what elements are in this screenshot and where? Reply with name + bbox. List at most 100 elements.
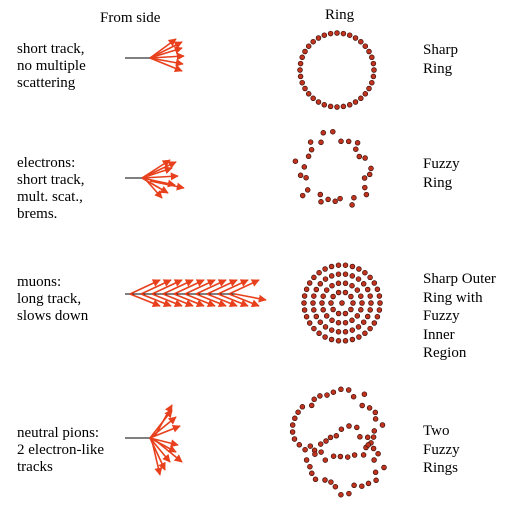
two-rings-dot [346,490,352,497]
inner-region-dot [349,317,355,324]
muon-cherenkov-arrow [151,293,183,308]
row-muons-label-line-3: slows down [17,308,89,324]
two-rings-dot [323,438,329,444]
outer-ring-dot [371,320,378,326]
two-rings-dot [337,453,344,460]
electron-shower-arrow [141,172,179,181]
pion-shower-arrow [149,416,177,439]
fuzzy-ring-dot [297,172,304,179]
muon-cherenkov-arrow [129,293,161,308]
sharp-cherenkov-arrow [149,57,183,72]
row-pions-label-line-3: tracks [17,459,53,475]
outer-ring-dot [328,336,335,343]
sharp-ring-dot [358,95,364,102]
electron-shower-arrow [141,166,173,179]
sharp-ring-dot [310,95,316,102]
sharp-ring-dot [334,104,340,110]
sharp-ring-dot [340,103,347,110]
two-rings-dot [338,491,344,498]
inner-region-dot [342,329,349,335]
outer-ring-dot [377,300,383,306]
inner-region-dot [322,276,329,282]
inner-region-dot [364,286,371,293]
two-rings-dot [372,469,379,476]
inner-region-dot [335,289,342,296]
sharp-ring-dot [352,99,359,105]
row-muons-desc-line-2: Ring with [423,289,483,306]
fuzzy-ring-dot [345,138,352,145]
inner-region-dot [342,280,349,287]
inner-region-dot [358,307,364,313]
outer-ring-dot [322,266,328,272]
inner-region-dot [328,273,335,279]
two-rings-dot [370,445,377,452]
two-rings-dot [291,436,298,442]
row-muons-desc-line-3: Fuzzy [423,308,460,324]
outer-ring-dot [342,338,349,344]
inner-region-dot [335,280,342,287]
sharp-ring-dot [362,43,369,49]
sharp-ring-dot [366,85,372,92]
row-pions-desc-line-2: Fuzzy [423,441,460,458]
row-electrons-label: electrons: short track, mult. scat., bre… [17,155,84,223]
sharp-ring-dot [321,102,328,108]
muon-cherenkov-arrow [151,279,183,295]
inner-region-dot [311,293,317,299]
inner-region-dot [358,293,364,299]
outer-ring-dot [301,300,307,306]
two-rings-dot [330,389,337,395]
two-rings-dot [324,392,330,398]
inner-region-dot [359,300,365,306]
inner-region-dot [330,293,336,300]
inner-region-dot [348,293,354,300]
two-rings-dot [318,449,324,455]
outer-ring-dot [342,262,349,268]
sharp-ring-dot [370,60,377,67]
fuzzy-ring-dot [362,184,368,191]
row-muons-desc-line-1: Sharp Outer [423,271,496,287]
outer-ring-dot [371,280,378,286]
fuzzy-ring-dot [366,171,373,178]
row-sharp-desc-line-1: Sharp [423,42,458,58]
two-rings-dot [371,428,378,434]
two-rings-dot [292,415,298,422]
two-rings-dot [364,434,371,441]
fuzzy-ring-dot [338,138,344,145]
side-view-header: From side [100,10,161,26]
fuzzy-ring-dot [308,146,315,153]
sharp-ring-dot [302,48,308,55]
row-pions-label-line-2: 2 electron-like [17,442,105,458]
row-muons-description: Sharp Outer Ring with Fuzzy Inner Region [423,270,496,363]
inner-region-dot [367,293,373,299]
muon-cherenkov-arrow [234,293,267,303]
inner-region-dot [335,329,342,335]
two-rings-dot [365,480,372,487]
row-muons-label-line-2: long track, [17,291,82,307]
two-rings-dot [302,446,308,453]
pion-shower-arrow [154,439,183,463]
inner-region-dot [354,287,361,293]
outer-ring-dot [328,263,335,270]
two-rings-dot [322,457,329,463]
outer-ring-dot [349,336,356,343]
outer-ring-dot [349,263,356,270]
inner-region-dot [335,310,342,317]
muon-cherenkov-arrow [184,293,216,308]
fuzzy-ring-dot [318,139,324,146]
muon-cherenkov-arrow [173,279,205,295]
electron-shower-arrow [141,159,171,179]
outer-ring-dot [316,269,322,276]
fuzzy-ring-dot [301,164,308,170]
fuzzy-ring-dot [292,158,299,164]
sharp-ring-dot [369,54,375,61]
outer-ring-dot [303,313,310,320]
inner-region-dot [355,324,362,330]
outer-ring-dot [376,293,383,299]
row-pions-label-line-1: neutral pions: [17,425,100,441]
two-rings-dot [322,477,328,483]
fuzzy-ring-dot [351,194,357,201]
fuzzy-ring-dot [325,196,331,203]
fuzzy-ring-dot [361,175,368,181]
row-electrons-desc-line-1: Fuzzy [423,156,460,172]
sharp-ring-dot [321,32,328,38]
